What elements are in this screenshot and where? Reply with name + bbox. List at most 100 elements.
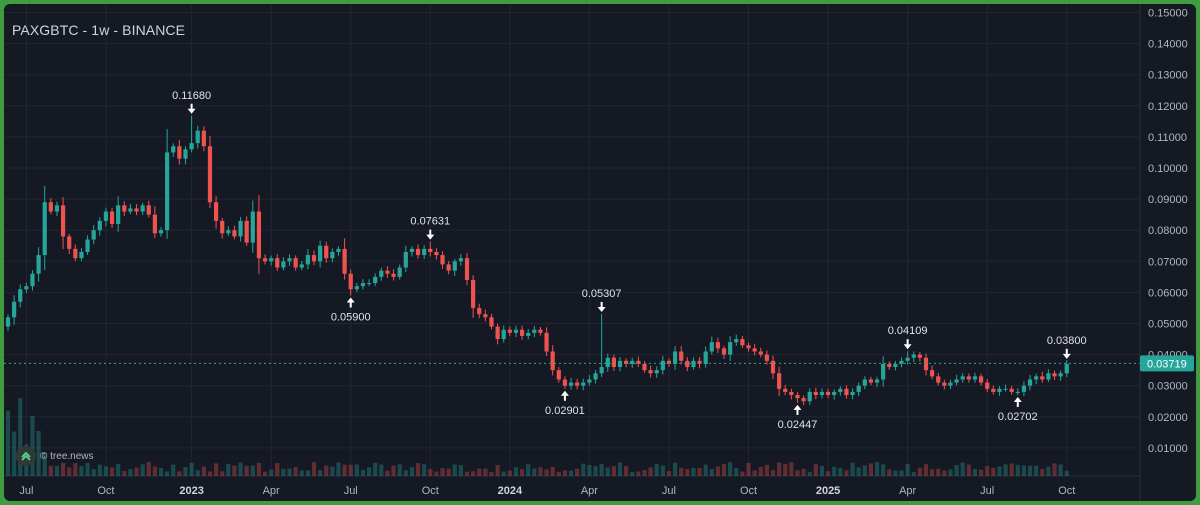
- candle-body: [146, 205, 151, 215]
- price-annotation: 0.04109: [888, 325, 928, 350]
- volume-bar: [777, 462, 782, 476]
- candle-body: [624, 360, 629, 364]
- price-annotation: 0.11680: [172, 90, 211, 114]
- candle-body: [679, 351, 684, 361]
- price-annotation: 0.02901: [545, 390, 585, 417]
- candle-body: [336, 248, 341, 252]
- candle-body: [978, 376, 984, 383]
- volume-bar: [960, 462, 965, 476]
- up-arrowhead-icon: [346, 297, 355, 303]
- volume-bar: [832, 466, 837, 476]
- volume-bar: [672, 462, 678, 476]
- price-axis[interactable]: 0.15000 0.14000 0.13000 0.12000 0.11000 0.100…: [1148, 8, 1188, 455]
- candle-body: [311, 255, 317, 262]
- candle-body: [54, 205, 60, 212]
- volume-bar: [1021, 465, 1027, 476]
- volume-bar: [440, 468, 445, 476]
- volume-bar: [348, 464, 353, 476]
- volume-bar: [660, 465, 665, 476]
- candle-body: [1003, 388, 1008, 390]
- candle-body: [715, 342, 721, 349]
- candle-body: [960, 376, 965, 380]
- price-annotation: 0.02702: [998, 396, 1038, 423]
- volume-bar: [458, 465, 463, 476]
- volume-bar: [630, 471, 635, 476]
- candle-body: [526, 332, 531, 336]
- candle-body: [48, 202, 53, 212]
- time-tick-label: Oct: [1058, 485, 1075, 497]
- volume-bar: [36, 430, 41, 476]
- volume-bar: [195, 470, 200, 476]
- candle-body: [617, 360, 623, 368]
- candle-body: [721, 348, 727, 355]
- candle-body: [691, 360, 696, 368]
- volume-bar: [165, 471, 170, 476]
- chart-title: PAXGBTC - 1w - BINANCE: [12, 22, 186, 38]
- volume-bar: [409, 467, 415, 476]
- candle-body: [850, 391, 855, 396]
- price-tick-label: 0.13000: [1148, 70, 1188, 82]
- candle-body: [672, 351, 678, 364]
- price-annotation: 0.07631: [410, 216, 450, 240]
- annotation-label: 0.04109: [888, 325, 928, 337]
- volume-bar: [12, 431, 17, 476]
- candle-body: [391, 273, 396, 277]
- candle-body: [758, 351, 763, 355]
- volume-bar: [293, 466, 298, 476]
- volume-bar: [238, 462, 243, 476]
- price-candles: [5, 115, 1069, 406]
- volume-bar: [513, 467, 519, 476]
- watermark-text: © tree.news: [40, 450, 94, 462]
- volume-bar: [305, 470, 310, 476]
- candle-body: [923, 357, 929, 371]
- candle-body: [409, 248, 415, 252]
- candle-body: [887, 363, 892, 368]
- volume-bar: [519, 469, 525, 476]
- candle-body: [819, 391, 825, 396]
- volume-bar: [556, 471, 561, 476]
- candle-body: [97, 220, 102, 231]
- candle-body: [777, 373, 782, 389]
- candlestick-chart[interactable]: 0.11680 0.05900 0.07631 0.02901 0.05307 0.024…: [4, 4, 1196, 501]
- volume-bar: [746, 462, 751, 476]
- candle-body: [318, 245, 323, 262]
- candle-body: [244, 220, 249, 243]
- volume-bar: [972, 468, 978, 476]
- volume-bar: [874, 462, 880, 476]
- volume-bar: [183, 467, 188, 476]
- volume-bar: [189, 462, 194, 476]
- tree-logo-icon: [16, 446, 36, 466]
- volume-bar: [526, 464, 531, 476]
- volume-bar: [336, 462, 341, 476]
- candle-body: [134, 208, 139, 212]
- volume-bar: [1052, 463, 1057, 476]
- volume-bar: [764, 464, 769, 476]
- volume-bar: [624, 465, 629, 476]
- volume-bar: [201, 466, 206, 476]
- candle-body: [532, 329, 537, 333]
- candle-body: [740, 339, 745, 346]
- annotation-label: 0.11680: [172, 90, 211, 102]
- volume-bar: [171, 464, 176, 476]
- candle-body: [18, 289, 23, 302]
- down-arrowhead-icon: [426, 234, 435, 240]
- volume-bar: [1034, 465, 1039, 476]
- volume-bar: [789, 462, 794, 476]
- volume-bar: [152, 466, 157, 476]
- volume-bar: [1058, 464, 1063, 476]
- volume-bar: [819, 465, 825, 476]
- candle-body: [856, 385, 861, 392]
- volume-bar: [709, 468, 714, 476]
- volume-bar: [783, 463, 788, 476]
- price-annotations: 0.11680 0.05900 0.07631 0.02901 0.05307 0.024…: [172, 90, 1087, 431]
- price-tick-label: 0.03000: [1148, 381, 1188, 393]
- volume-bar: [581, 463, 586, 476]
- price-tick-label: 0.01000: [1148, 443, 1188, 455]
- candle-body: [440, 255, 445, 265]
- volume-bar: [850, 462, 855, 476]
- candle-body: [24, 286, 29, 290]
- candle-body: [991, 388, 996, 392]
- candle-body: [825, 391, 831, 396]
- time-axis[interactable]: Jul Oct 2023 Apr Jul Oct 2024 Apr Jul Oct 2025 Apr J…: [19, 485, 1075, 497]
- volume-bar: [1046, 466, 1051, 476]
